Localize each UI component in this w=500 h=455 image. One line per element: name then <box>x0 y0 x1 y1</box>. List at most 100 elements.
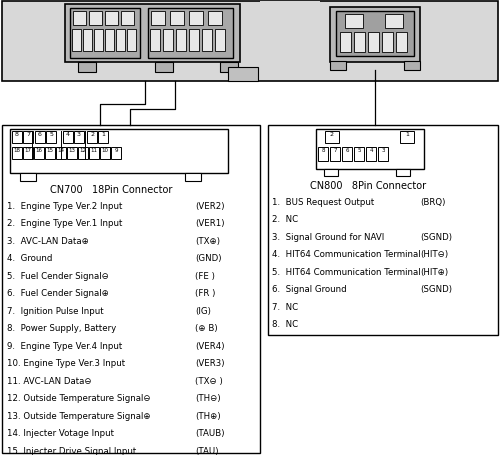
Bar <box>111 148 121 160</box>
Text: (TAUB): (TAUB) <box>195 429 224 438</box>
Text: 6: 6 <box>345 148 349 153</box>
Bar <box>12 148 22 160</box>
Text: 11. AVC-LAN Data⊖: 11. AVC-LAN Data⊖ <box>7 376 91 385</box>
Bar <box>127 30 136 52</box>
Bar <box>83 30 92 52</box>
Text: (TH⊕): (TH⊕) <box>195 411 220 420</box>
Text: 9.  Engine Type Ver.4 Input: 9. Engine Type Ver.4 Input <box>7 341 122 350</box>
Bar <box>382 33 393 53</box>
Bar <box>148 9 233 59</box>
Bar <box>46 131 56 144</box>
Bar <box>366 148 376 162</box>
Text: 14. Injecter Votage Input: 14. Injecter Votage Input <box>7 429 114 438</box>
Bar <box>396 33 407 53</box>
Text: (VER2): (VER2) <box>195 202 224 211</box>
Bar <box>404 62 420 71</box>
Text: 10. Engine Type Ver.3 Input: 10. Engine Type Ver.3 Input <box>7 359 125 368</box>
Bar <box>121 12 134 26</box>
Bar <box>396 170 410 177</box>
Bar <box>330 62 346 71</box>
Text: 9: 9 <box>114 148 118 153</box>
Text: 3: 3 <box>77 131 81 136</box>
Bar <box>208 12 222 26</box>
Text: 4: 4 <box>66 131 70 136</box>
Text: 6.  Signal Ground: 6. Signal Ground <box>272 285 346 294</box>
Text: 12. Outside Temperature Signal⊖: 12. Outside Temperature Signal⊖ <box>7 394 150 403</box>
Bar <box>368 33 379 53</box>
Bar <box>20 174 36 182</box>
Text: 15. Injecter Drive Signal Input: 15. Injecter Drive Signal Input <box>7 446 136 455</box>
Text: 18: 18 <box>14 148 20 153</box>
Bar <box>220 63 238 73</box>
Bar <box>228 68 258 82</box>
Bar <box>78 63 96 73</box>
Text: 14: 14 <box>58 148 64 153</box>
Bar <box>385 15 403 29</box>
Bar <box>268 126 498 335</box>
Text: (FR ): (FR ) <box>195 289 216 298</box>
Bar <box>63 131 73 144</box>
Bar <box>325 131 339 144</box>
Bar <box>170 12 184 26</box>
Text: (VER1): (VER1) <box>195 219 224 228</box>
Bar <box>378 148 388 162</box>
Text: 5.  HIT64 Communication Terminal: 5. HIT64 Communication Terminal <box>272 268 420 276</box>
Bar <box>10 130 228 174</box>
Text: (IG): (IG) <box>195 306 211 315</box>
Bar <box>89 148 99 160</box>
Bar <box>116 30 125 52</box>
Text: (HIT⊖): (HIT⊖) <box>420 250 448 259</box>
Text: 2: 2 <box>330 131 334 136</box>
Text: (TH⊖): (TH⊖) <box>195 394 220 403</box>
Bar <box>78 148 88 160</box>
Bar <box>23 148 33 160</box>
Bar <box>45 148 55 160</box>
Bar <box>70 9 140 59</box>
Text: (TX⊖ ): (TX⊖ ) <box>195 376 223 385</box>
Text: (VER4): (VER4) <box>195 341 224 350</box>
Text: 17: 17 <box>24 148 32 153</box>
Bar <box>23 131 33 144</box>
Text: 2.  Engine Type Ver.1 Input: 2. Engine Type Ver.1 Input <box>7 219 122 228</box>
Text: (TX⊕): (TX⊕) <box>195 237 220 245</box>
Text: (FE ): (FE ) <box>195 271 215 280</box>
Text: 5: 5 <box>357 148 361 153</box>
Bar <box>2 2 498 82</box>
Bar <box>34 148 44 160</box>
Text: 10: 10 <box>102 148 108 153</box>
Text: 3: 3 <box>382 148 385 153</box>
Bar <box>189 12 203 26</box>
Text: (SGND): (SGND) <box>420 233 452 242</box>
Text: (⊕ B): (⊕ B) <box>195 324 218 333</box>
Bar <box>330 148 340 162</box>
Text: 8: 8 <box>15 131 19 136</box>
Bar <box>155 63 173 73</box>
Bar <box>12 131 22 144</box>
Text: 8.  NC: 8. NC <box>272 320 298 329</box>
Bar <box>151 12 165 26</box>
Bar <box>98 131 108 144</box>
Bar <box>2 126 260 453</box>
Bar <box>354 148 364 162</box>
Bar <box>163 30 173 52</box>
Text: 13. Outside Temperature Signal⊕: 13. Outside Temperature Signal⊕ <box>7 411 150 420</box>
Text: 7: 7 <box>333 148 337 153</box>
Text: 6.  Fuel Cender Signal⊕: 6. Fuel Cender Signal⊕ <box>7 289 109 298</box>
Bar <box>73 12 86 26</box>
Text: CN800   8Pin Connector: CN800 8Pin Connector <box>310 181 426 191</box>
Text: 1: 1 <box>405 131 409 136</box>
Text: (GND): (GND) <box>195 254 222 263</box>
Text: 8: 8 <box>321 148 325 153</box>
Bar <box>330 8 420 63</box>
Text: 3.  Signal Ground for NAVI: 3. Signal Ground for NAVI <box>272 233 384 242</box>
Text: 16: 16 <box>36 148 43 153</box>
Bar <box>336 12 414 57</box>
Text: 1: 1 <box>101 131 105 136</box>
Bar <box>354 33 365 53</box>
Text: 1.  BUS Request Output: 1. BUS Request Output <box>272 197 374 207</box>
Text: (HIT⊕): (HIT⊕) <box>420 268 448 276</box>
Bar <box>185 174 201 182</box>
Text: 2.  NC: 2. NC <box>272 215 298 224</box>
Bar <box>342 148 352 162</box>
Bar <box>72 30 81 52</box>
